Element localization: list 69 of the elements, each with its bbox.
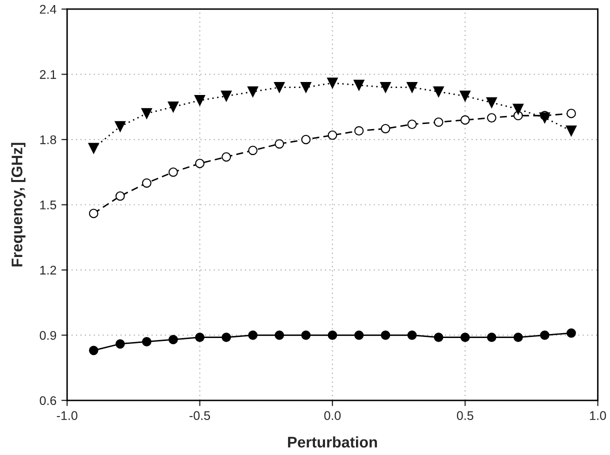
x-tick-label: -0.5 <box>190 411 210 420</box>
point <box>566 328 576 338</box>
point <box>486 332 496 342</box>
point <box>354 80 364 91</box>
point <box>380 124 390 134</box>
point <box>566 125 577 136</box>
point <box>433 86 444 98</box>
point <box>114 121 126 132</box>
point <box>88 346 98 356</box>
point <box>301 134 311 144</box>
point <box>220 90 232 102</box>
y-tick-label: 1.2 <box>40 266 56 274</box>
point <box>301 330 311 340</box>
point <box>514 332 523 342</box>
point <box>195 332 204 342</box>
point <box>168 167 178 177</box>
point <box>142 178 152 188</box>
point <box>460 332 470 342</box>
y-tick-label: 2.4 <box>40 4 56 14</box>
point <box>354 330 364 340</box>
point <box>327 78 338 88</box>
x-tick-label: -1.0 <box>56 411 78 420</box>
point <box>195 158 204 168</box>
point <box>566 108 576 118</box>
point <box>486 97 498 108</box>
point <box>274 82 285 93</box>
point <box>407 330 417 340</box>
point <box>222 152 231 162</box>
point <box>274 139 284 149</box>
point <box>247 86 258 98</box>
point <box>248 330 258 340</box>
y-tick-label: 0.6 <box>40 396 56 406</box>
point <box>168 334 178 344</box>
point <box>434 332 444 342</box>
point <box>115 191 125 201</box>
point <box>380 330 390 340</box>
point <box>141 108 152 119</box>
point <box>115 339 125 349</box>
point <box>539 112 550 124</box>
y-tick-label: 1.5 <box>40 200 56 210</box>
point <box>328 130 338 140</box>
point <box>460 90 471 102</box>
point <box>540 330 550 340</box>
x-tick-label: 1.0 <box>590 411 606 420</box>
point <box>142 337 152 346</box>
point <box>407 120 417 130</box>
point <box>168 102 179 112</box>
y-axis-title: Frequency, [GHz] <box>11 142 26 266</box>
point <box>194 95 206 106</box>
point <box>406 82 418 93</box>
point <box>300 82 312 93</box>
x-tick-label: 0.5 <box>456 411 474 420</box>
point <box>486 113 496 122</box>
point <box>460 115 470 125</box>
point <box>248 146 258 156</box>
point <box>380 82 391 93</box>
point <box>274 330 284 340</box>
point <box>328 330 338 340</box>
y-tick-label: 2.1 <box>40 70 56 79</box>
y-tick-label: 1.8 <box>40 135 56 144</box>
x-tick-label: 0.0 <box>324 411 341 420</box>
point <box>222 332 231 342</box>
y-tick-label: 0.9 <box>40 330 56 340</box>
point <box>512 104 524 114</box>
point <box>88 208 98 218</box>
point <box>354 126 364 136</box>
x-axis-title: Perturbation <box>288 436 377 448</box>
point <box>434 117 444 127</box>
point <box>88 142 100 154</box>
